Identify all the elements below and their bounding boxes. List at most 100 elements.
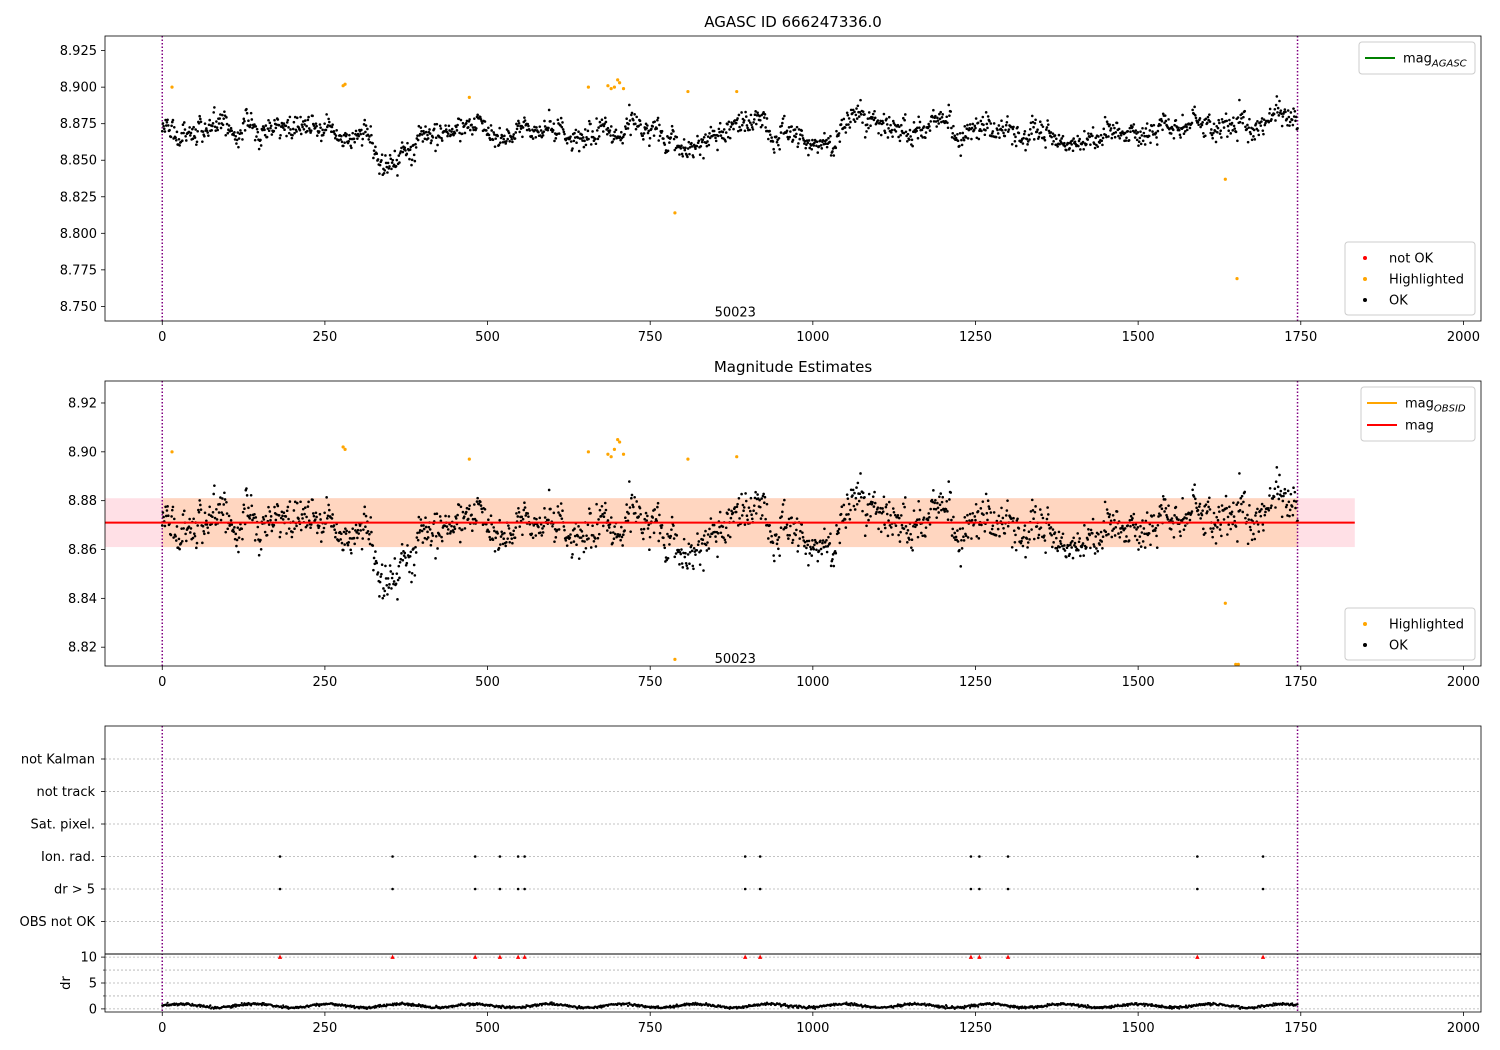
ok-point	[500, 530, 504, 534]
ok-point	[613, 525, 616, 528]
ok-point	[293, 500, 297, 504]
flag-point	[1196, 887, 1199, 891]
ok-point	[790, 516, 794, 519]
ok-point	[778, 147, 781, 151]
ok-point	[354, 523, 358, 527]
ok-point	[657, 139, 661, 142]
ok-point	[386, 171, 389, 174]
obsid-annotation: 50023	[715, 306, 756, 321]
ok-point	[1083, 129, 1086, 133]
ok-point	[553, 540, 556, 543]
ok-point	[891, 119, 895, 123]
ok-point	[274, 126, 278, 130]
ok-point	[656, 118, 659, 122]
ok-point	[1031, 509, 1035, 512]
ok-point	[714, 139, 718, 143]
ok-point	[1200, 123, 1204, 127]
ok-point	[708, 527, 711, 531]
ok-point	[273, 505, 276, 509]
ok-point	[1078, 137, 1081, 141]
ok-point	[699, 145, 703, 148]
ok-point	[353, 542, 356, 546]
ok-point	[681, 566, 685, 569]
ok-point	[527, 515, 530, 518]
ok-point	[801, 136, 805, 140]
ok-point	[656, 116, 660, 120]
ok-point	[521, 517, 525, 521]
ok-point	[858, 492, 862, 496]
ok-point	[581, 136, 585, 139]
ok-point	[631, 503, 634, 507]
ok-point	[185, 539, 188, 543]
ok-point	[1012, 516, 1015, 520]
ok-point	[1154, 526, 1158, 530]
ok-point	[383, 169, 387, 172]
ok-point	[984, 128, 987, 132]
ok-point	[813, 543, 816, 547]
ok-point	[765, 502, 769, 506]
ok-point	[1226, 124, 1230, 128]
ok-point	[679, 147, 683, 150]
ok-point	[650, 127, 653, 131]
ok-point	[191, 127, 194, 131]
ok-point	[582, 145, 586, 149]
ok-point	[164, 505, 167, 509]
ok-point	[777, 547, 780, 551]
ok-point	[466, 517, 470, 521]
ok-point	[640, 132, 643, 135]
ok-point	[1096, 549, 1100, 553]
legend-label: Highlighted	[1389, 618, 1464, 633]
ok-point	[412, 563, 416, 567]
ok-point	[1013, 139, 1017, 143]
ok-point	[750, 517, 754, 521]
ok-point	[826, 544, 830, 548]
ok-point	[552, 511, 556, 515]
ok-point	[1143, 532, 1146, 536]
ok-point	[1190, 510, 1194, 513]
ok-point	[225, 122, 229, 126]
ok-point	[838, 140, 842, 143]
y-tick-label: 8.800	[60, 227, 97, 242]
ok-point	[384, 154, 387, 157]
ok-point	[166, 124, 170, 127]
ok-point	[199, 503, 202, 507]
highlighted-point	[621, 87, 626, 91]
ok-point	[1036, 536, 1040, 540]
ok-point	[191, 137, 195, 141]
ok-point	[727, 508, 731, 511]
ok-point	[333, 528, 336, 532]
ok-point	[361, 537, 365, 540]
ok-point	[1208, 113, 1211, 116]
ok-point	[285, 532, 288, 535]
ok-point	[1104, 530, 1108, 534]
ok-point	[169, 533, 173, 537]
ok-point	[1113, 534, 1117, 537]
ok-point	[259, 547, 263, 551]
ok-point	[475, 127, 478, 130]
ok-point	[378, 595, 381, 598]
ok-point	[1149, 543, 1152, 547]
ok-point	[696, 141, 700, 145]
ok-point	[175, 525, 179, 528]
ok-point	[256, 130, 260, 134]
ok-point	[476, 113, 479, 117]
ok-point	[916, 535, 920, 539]
ok-point	[426, 133, 429, 137]
ok-point	[282, 122, 286, 125]
y-tick-label: 8.900	[60, 81, 97, 96]
ok-point	[571, 147, 574, 150]
ok-point	[501, 542, 505, 546]
ok-point	[360, 547, 364, 551]
ok-point	[1083, 524, 1086, 527]
dr-point	[1077, 1003, 1080, 1006]
ok-point	[1257, 133, 1261, 137]
ok-point	[587, 137, 590, 141]
ok-point	[726, 512, 729, 516]
ok-point	[1260, 502, 1264, 506]
ok-point	[184, 134, 187, 138]
ok-point	[555, 132, 559, 136]
ok-point	[330, 525, 333, 528]
ok-point	[633, 495, 636, 499]
ok-point	[444, 124, 447, 127]
ok-point	[842, 503, 846, 507]
